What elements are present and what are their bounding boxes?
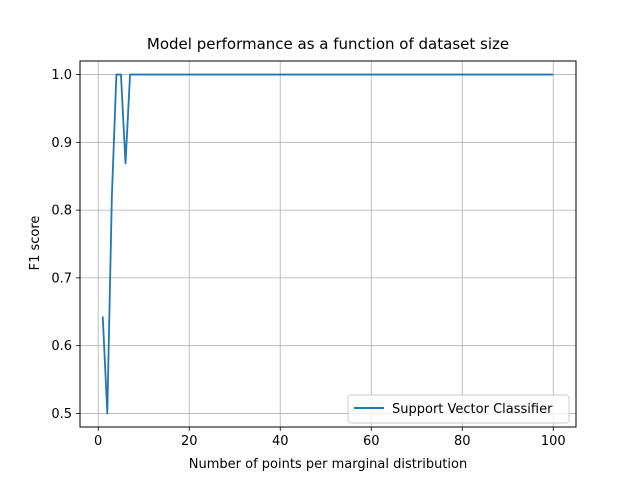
y-tick-label: 0.6 <box>51 339 72 354</box>
axis-ticks: 0 20 40 60 80 100 0.5 0.6 0.7 0.8 0.9 1.0 <box>51 68 565 449</box>
series-line <box>101 73 554 415</box>
chart-title: Model performance as a function of datas… <box>147 35 509 53</box>
x-tick-label: 0 <box>94 434 102 449</box>
series-layer <box>101 73 554 415</box>
grid <box>80 61 576 427</box>
y-tick-label: 0.8 <box>51 204 72 219</box>
y-tick-label: 0.5 <box>51 407 72 422</box>
x-tick-label: 100 <box>541 434 566 449</box>
y-tick-label: 0.7 <box>51 271 72 286</box>
x-tick-label: 60 <box>363 434 380 449</box>
y-tick-label: 1.0 <box>51 68 72 83</box>
plot-frame <box>79 60 577 428</box>
y-tick-label: 0.9 <box>51 136 72 151</box>
x-tick-label: 20 <box>181 434 198 449</box>
x-tick-label: 40 <box>272 434 289 449</box>
x-tick-label: 80 <box>454 434 471 449</box>
x-axis-label: Number of points per marginal distributi… <box>189 457 467 472</box>
y-axis-label: F1 score <box>28 216 43 271</box>
legend-box <box>347 394 570 424</box>
legend: Support Vector Classifier <box>347 394 570 424</box>
legend-label: Support Vector Classifier <box>392 402 553 417</box>
